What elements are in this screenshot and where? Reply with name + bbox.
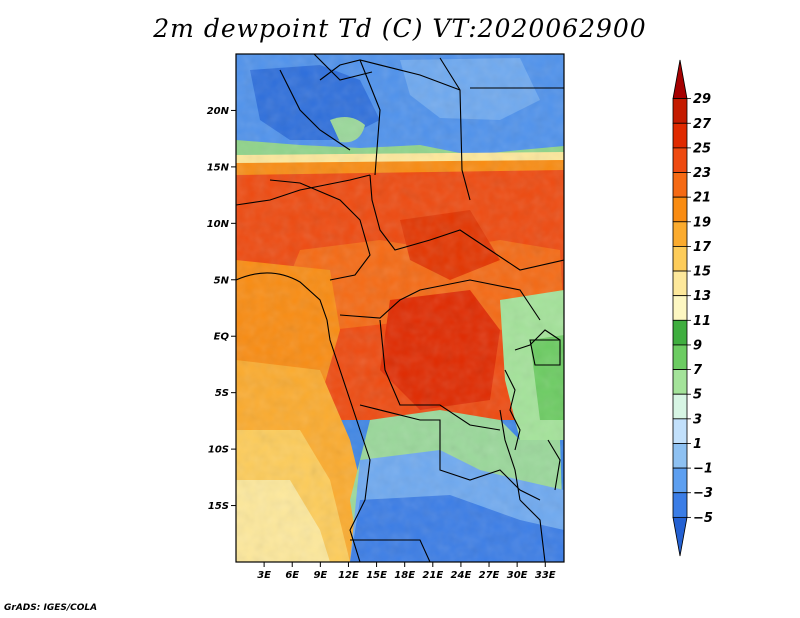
colorbar-level-label: 17 bbox=[693, 240, 712, 255]
field-texture bbox=[236, 54, 564, 562]
lat-tick-label: 15S bbox=[208, 501, 229, 512]
colorbar-swatch bbox=[672, 418, 688, 444]
sahara-border bbox=[319, 59, 461, 91]
mozambique-border bbox=[519, 499, 546, 562]
algeria-border bbox=[313, 54, 373, 81]
grads-credit: GrADS: IGES/COLA bbox=[4, 603, 98, 613]
colorbar: 29 27 25 23 21 19 17 15 13 11 9 7 5 3 1 −1 −3 −5 bbox=[672, 59, 713, 557]
lat-tick-label: 20N bbox=[207, 106, 230, 117]
lat-tick-label: 10S bbox=[208, 445, 229, 456]
lat-tick-label: 15N bbox=[207, 162, 230, 173]
colorbar-swatch bbox=[672, 98, 688, 124]
map-title: 2m dewpoint Td (C) VT:2020062900 bbox=[153, 14, 647, 43]
lake-victoria bbox=[529, 339, 561, 366]
colorbar-lower-arrow bbox=[672, 516, 688, 557]
lat-tick-label: 5N bbox=[214, 275, 230, 286]
lon-tick-label: 3E bbox=[257, 570, 271, 581]
namibia-border bbox=[350, 539, 431, 562]
colorbar-level-label: 13 bbox=[693, 289, 711, 304]
angola-zambia-border bbox=[359, 404, 541, 501]
lon-tick-label: 27E bbox=[479, 570, 500, 581]
colorbar-level-label: 5 bbox=[693, 388, 702, 403]
lon-tick-label: 30E bbox=[507, 570, 528, 581]
lat-tick-label: 5S bbox=[215, 388, 229, 399]
colorbar-swatch bbox=[672, 467, 688, 494]
colorbar-swatch bbox=[672, 172, 688, 198]
nigeria-border bbox=[269, 179, 371, 281]
colorbar-level-label: 19 bbox=[693, 215, 711, 230]
colorbar-level-label: 9 bbox=[693, 338, 702, 353]
atlantic-coastline bbox=[236, 272, 371, 562]
lon-tick-label: 24E bbox=[451, 570, 472, 581]
uganda-border bbox=[514, 329, 561, 351]
colorbar-level-label: −1 bbox=[693, 462, 713, 477]
mali-border bbox=[279, 69, 351, 151]
tanzania-border bbox=[499, 409, 521, 501]
colorbar-level-label: 3 bbox=[693, 412, 702, 427]
lon-tick-label: 21E bbox=[422, 570, 443, 581]
colorbar-level-label: −5 bbox=[693, 511, 713, 526]
colorbar-swatch bbox=[672, 196, 688, 223]
niger-chad-border bbox=[359, 59, 381, 176]
colorbar-level-label: 1 bbox=[693, 437, 702, 452]
colorbar-swatch bbox=[672, 393, 688, 420]
chad-sudan-border bbox=[439, 57, 471, 201]
lake-malawi bbox=[547, 439, 561, 491]
lon-tick-label: 18E bbox=[394, 570, 415, 581]
colorbar-level-label: 21 bbox=[693, 191, 711, 206]
colorbar-upper-arrow bbox=[672, 59, 688, 100]
dewpoint-field bbox=[236, 54, 564, 562]
colorbar-swatch bbox=[672, 295, 688, 321]
latitude-ticks: 20N 15N 10N 5N EQ 5S 10S 15S bbox=[207, 106, 236, 512]
lon-tick-label: 6E bbox=[285, 570, 299, 581]
colorbar-level-label: 11 bbox=[693, 314, 711, 329]
colorbar-level-label: −3 bbox=[693, 486, 713, 501]
coastlines-and-borders bbox=[236, 54, 564, 562]
sahel-border bbox=[369, 174, 564, 271]
lon-tick-label: 9E bbox=[313, 570, 327, 581]
west-africa-border bbox=[236, 174, 371, 206]
colorbar-level-label: 15 bbox=[693, 265, 711, 280]
colorbar-swatch bbox=[672, 147, 688, 173]
lon-tick-label: 12E bbox=[338, 570, 359, 581]
lake-tanganyika bbox=[504, 369, 521, 451]
colorbar-swatch bbox=[672, 319, 688, 346]
colorbar-swatch bbox=[672, 221, 688, 247]
colorbar-swatch bbox=[672, 270, 688, 297]
drc-border bbox=[379, 319, 501, 431]
colorbar-swatch bbox=[672, 344, 688, 370]
colorbar-swatch bbox=[672, 369, 688, 395]
lat-tick-label: 10N bbox=[207, 219, 230, 230]
colorbar-level-label: 25 bbox=[693, 141, 711, 156]
colorbar-level-label: 29 bbox=[693, 92, 711, 107]
lat-tick-label: EQ bbox=[214, 332, 230, 343]
colorbar-swatch bbox=[672, 492, 688, 518]
map-frame bbox=[235, 53, 565, 563]
lon-tick-label: 15E bbox=[366, 570, 387, 581]
colorbar-level-label: 7 bbox=[693, 363, 703, 378]
colorbar-swatch bbox=[672, 122, 688, 149]
colorbar-swatch bbox=[672, 443, 688, 469]
colorbar-swatch bbox=[672, 246, 688, 272]
longitude-ticks: 3E 6E 9E 12E 15E 18E 21E 24E 27E 30E 33E bbox=[257, 562, 556, 581]
lon-tick-label: 33E bbox=[535, 570, 556, 581]
colorbar-level-label: 27 bbox=[693, 117, 712, 132]
colorbar-level-label: 23 bbox=[693, 166, 711, 181]
car-border bbox=[339, 279, 541, 321]
